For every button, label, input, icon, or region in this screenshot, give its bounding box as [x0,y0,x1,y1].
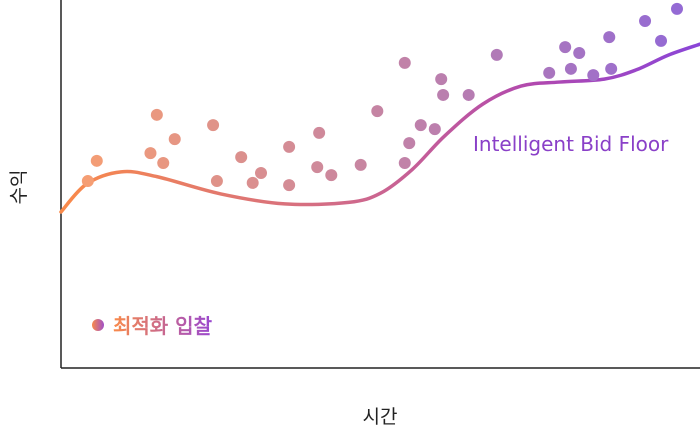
scatter-point [311,161,324,174]
scatter-point [437,88,450,101]
scatter-point [157,157,170,170]
scatter-point [246,176,259,189]
legend: 최적화 입찰 [92,310,212,339]
scatter-point [168,133,181,146]
scatter-point [90,154,103,167]
scatter-point [428,123,441,136]
scatter-point [398,157,411,170]
scatter-point [150,108,163,121]
scatter-point [313,126,326,139]
scatter-point [670,2,683,15]
scatter-point [490,48,503,61]
scatter-point [354,158,367,171]
scatter-point [371,105,384,118]
scatter-point [603,31,616,44]
scatter-point [210,175,223,188]
scatter-point [639,14,652,27]
scatter-point [435,73,448,86]
legend-label: 최적화 입찰 [113,310,212,339]
scatter-point [398,56,411,69]
scatter-point [559,41,572,54]
x-axis-label: 시간 [362,406,398,428]
y-axis-label: 수익 [7,169,30,205]
scatter-point [605,62,618,75]
scatter-point [587,69,600,82]
legend-marker [92,318,104,331]
scatter-point [283,140,296,153]
scatter-point [235,151,248,164]
scatter-point [655,34,668,47]
scatter-point [403,137,416,150]
scatter-point [81,175,94,188]
scatter-point [573,46,586,59]
scatter-point [564,62,577,75]
scatter-point [255,166,268,179]
scatter-point [283,179,296,192]
series-label-bid-floor: Intelligent Bid Floor [473,132,669,156]
scatter-point [414,119,427,132]
scatter-point [207,119,220,132]
scatter-point [144,147,157,160]
scatter-point [543,66,556,79]
scatter-point [325,169,338,182]
scatter-point [462,88,475,101]
bid-floor-line [59,42,700,214]
